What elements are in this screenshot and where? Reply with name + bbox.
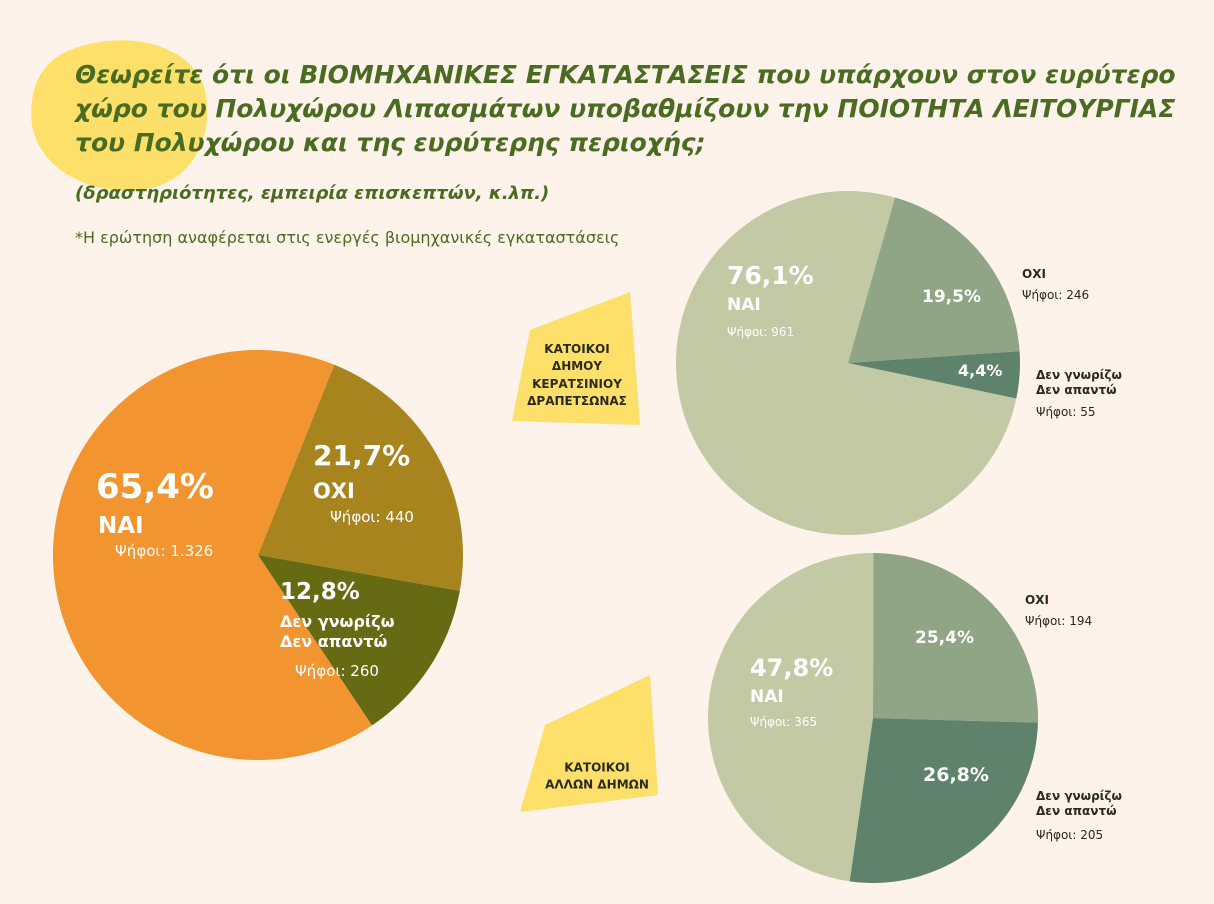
vote-label: Ψήφοι: 440 bbox=[330, 508, 414, 526]
vote-label: Ψήφοι: 246 bbox=[1022, 288, 1090, 302]
vote-label: Ψήφοι: 365 bbox=[750, 715, 818, 729]
category-label: ΟΧΙ bbox=[313, 479, 355, 503]
value-label: 19,5% bbox=[922, 287, 981, 307]
decor-tag bbox=[520, 675, 658, 812]
value-label: 25,4% bbox=[915, 628, 974, 648]
pie-slice bbox=[848, 197, 1020, 363]
category-label: ΟΧΙ bbox=[1025, 593, 1049, 607]
category-label: ΝΑΙ bbox=[727, 295, 761, 315]
vote-label: Ψήφοι: 205 bbox=[1036, 828, 1104, 842]
decor-tag bbox=[512, 292, 640, 425]
pie-slice bbox=[848, 351, 1020, 399]
value-label: 26,8% bbox=[923, 764, 989, 786]
category-label: Δεν γνωρίζω Δεν απαντώ bbox=[280, 612, 395, 651]
value-label: 47,8% bbox=[750, 654, 834, 682]
vote-label: Ψήφοι: 55 bbox=[1036, 405, 1096, 419]
category-label: ΝΑΙ bbox=[750, 687, 784, 707]
vote-label: Ψήφοι: 961 bbox=[727, 325, 795, 339]
vote-label: Ψήφοι: 194 bbox=[1025, 614, 1093, 628]
vote-label: Ψήφοι: 1.326 bbox=[115, 542, 214, 560]
value-label: 76,1% bbox=[727, 261, 814, 290]
pie-slice bbox=[676, 190, 1017, 535]
category-label: ΝΑΙ bbox=[98, 513, 144, 539]
value-label: 4,4% bbox=[958, 361, 1003, 380]
pie-slice bbox=[849, 718, 1038, 883]
value-label: 12,8% bbox=[280, 579, 360, 605]
vote-label: Ψήφοι: 260 bbox=[295, 662, 379, 680]
category-label: Δεν γνωρίζω Δεν απαντώ bbox=[1036, 789, 1122, 818]
pie-slice bbox=[52, 350, 373, 761]
note: *Η ερώτηση αναφέρεται στις ενεργές βιομη… bbox=[75, 228, 620, 247]
group-label: ΚΑΤΟΙΚΟΙ ΔΗΜΟΥ ΚΕΡΑΤΣΙΝΙΟΥ ΔΡΑΠΕΤΣΩΝΑΣ bbox=[527, 342, 627, 409]
title: Θεωρείτε ότι οι ΒΙΟΜΗΧΑΝΙΚΕΣ ΕΓΚΑΤΑΣΤΑΣΕ… bbox=[75, 60, 1176, 157]
value-label: 65,4% bbox=[96, 467, 214, 507]
pie-slice bbox=[873, 553, 1038, 723]
category-label: Δεν γνωρίζω Δεν απαντώ bbox=[1036, 368, 1122, 397]
pie-slice bbox=[258, 555, 460, 726]
category-label: ΟΧΙ bbox=[1022, 267, 1046, 281]
value-label: 21,7% bbox=[313, 439, 411, 472]
subtitle: (δραστηριότητες, εμπειρία επισκεπτών, κ.… bbox=[75, 183, 550, 204]
pie-slice bbox=[258, 364, 463, 591]
group-label: ΚΑΤΟΙΚΟΙ ΑΛΛΩΝ ΔΗΜΩΝ bbox=[545, 760, 649, 792]
pie-slice bbox=[708, 552, 874, 882]
decor-blob bbox=[31, 40, 208, 191]
